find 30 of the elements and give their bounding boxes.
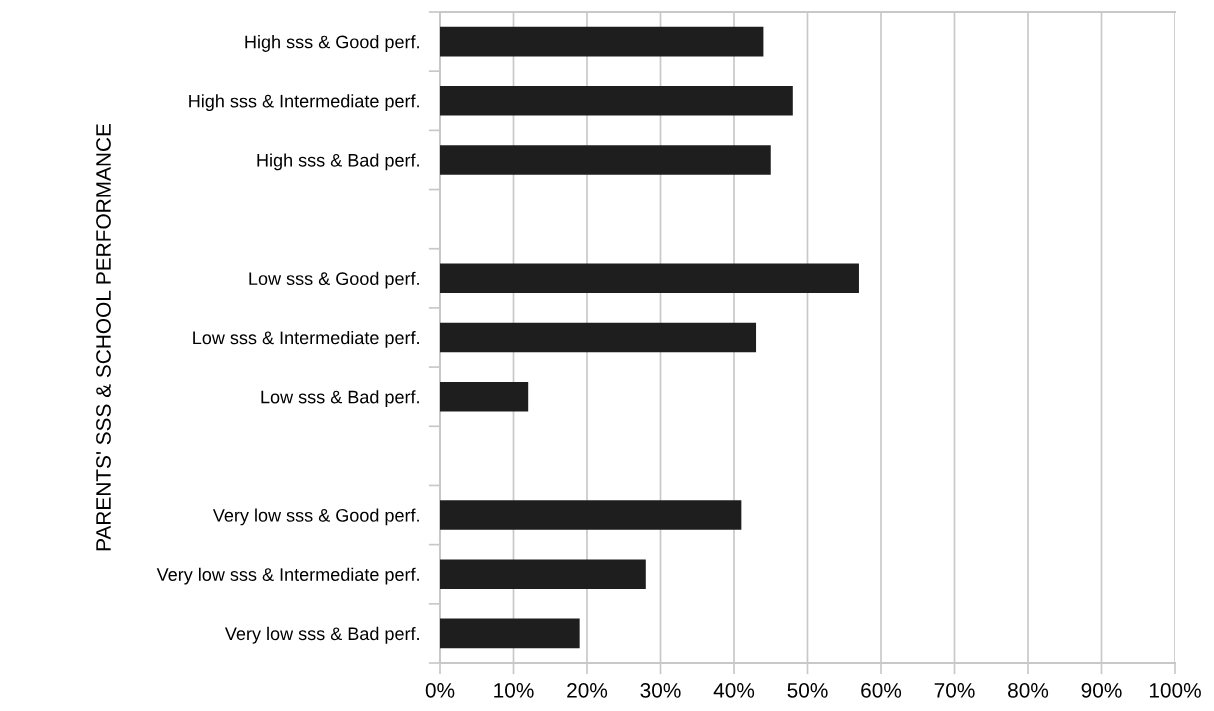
y-tick-label: Very low sss & Bad perf.	[224, 626, 419, 644]
x-tick-label: 70%	[934, 682, 975, 698]
bar	[440, 85, 793, 116]
bar	[440, 559, 646, 590]
bar	[440, 263, 859, 294]
x-tick-label: 10%	[494, 682, 534, 698]
y-tick-label: High sss & Intermediate perf.	[189, 94, 419, 112]
bar	[440, 500, 742, 530]
y-axis-title: PARENTS' SSS & SCHOOL PERFORMANCE	[96, 123, 111, 551]
bar	[440, 381, 529, 412]
bar	[440, 26, 764, 57]
x-tick-label: 90%	[1081, 682, 1122, 698]
bar	[440, 145, 771, 175]
bar	[440, 618, 580, 649]
x-tick-label: 20%	[567, 682, 608, 698]
x-tick-label: 100%	[1149, 682, 1201, 698]
x-tick-label: 30%	[640, 682, 681, 698]
y-tick-label: Low sss & Bad perf.	[261, 390, 419, 407]
y-tick-label: Very low sss & Good perf.	[212, 508, 419, 526]
x-tick-label: 0%	[425, 682, 455, 698]
x-tick-label: 50%	[787, 682, 828, 698]
y-tick-label: Very low sss & Intermediate perf.	[156, 567, 419, 585]
x-tick-label: 40%	[713, 682, 755, 698]
y-tick-label: Low sss & Good perf.	[249, 271, 419, 289]
y-tick-label: Low sss & Intermediate perf.	[193, 330, 419, 348]
bar	[440, 322, 757, 353]
y-tick-label: High sss & Good perf.	[245, 35, 419, 52]
x-tick-label: 60%	[861, 682, 902, 698]
x-tick-label: 80%	[1008, 682, 1049, 698]
y-tick-label: High sss & Bad perf.	[257, 153, 419, 171]
